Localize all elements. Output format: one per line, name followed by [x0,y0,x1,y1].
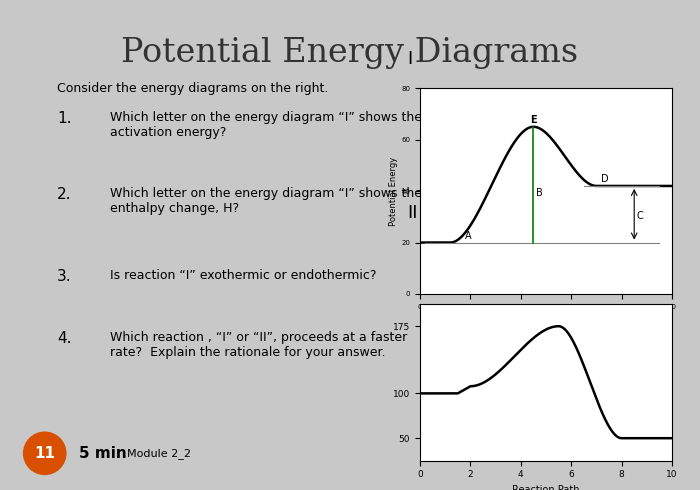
Text: C: C [637,211,643,221]
Text: B: B [536,188,542,198]
Text: Which reaction , “I” or “II”, proceeds at a faster
rate?  Explain the rationale : Which reaction , “I” or “II”, proceeds a… [110,331,407,359]
Text: Potential Energy Diagrams: Potential Energy Diagrams [121,37,579,69]
Text: Consider the energy diagrams on the right.: Consider the energy diagrams on the righ… [57,82,328,95]
Circle shape [24,432,66,474]
Text: II: II [407,204,418,221]
Text: 3.: 3. [57,269,72,284]
Text: 2.: 2. [57,187,71,202]
Text: D: D [601,174,609,184]
Text: 5 min: 5 min [79,446,127,461]
Text: I: I [407,50,413,68]
Text: Module 2_2: Module 2_2 [127,448,191,459]
Text: Is reaction “I” exothermic or endothermic?: Is reaction “I” exothermic or endothermi… [110,269,377,282]
Text: Which letter on the energy diagram “I” shows the
enthalpy change, H?: Which letter on the energy diagram “I” s… [110,187,422,216]
X-axis label: Progress: Progress [527,315,565,324]
Text: A: A [466,231,472,241]
Text: E: E [530,115,537,125]
Y-axis label: Potential Energy: Potential Energy [389,156,398,226]
Text: 1.: 1. [57,111,71,125]
X-axis label: Reaction Path: Reaction Path [512,485,580,490]
Text: Which letter on the energy diagram “I” shows the
activation energy?: Which letter on the energy diagram “I” s… [110,111,422,139]
Text: 11: 11 [34,446,55,461]
Text: 4.: 4. [57,331,71,346]
